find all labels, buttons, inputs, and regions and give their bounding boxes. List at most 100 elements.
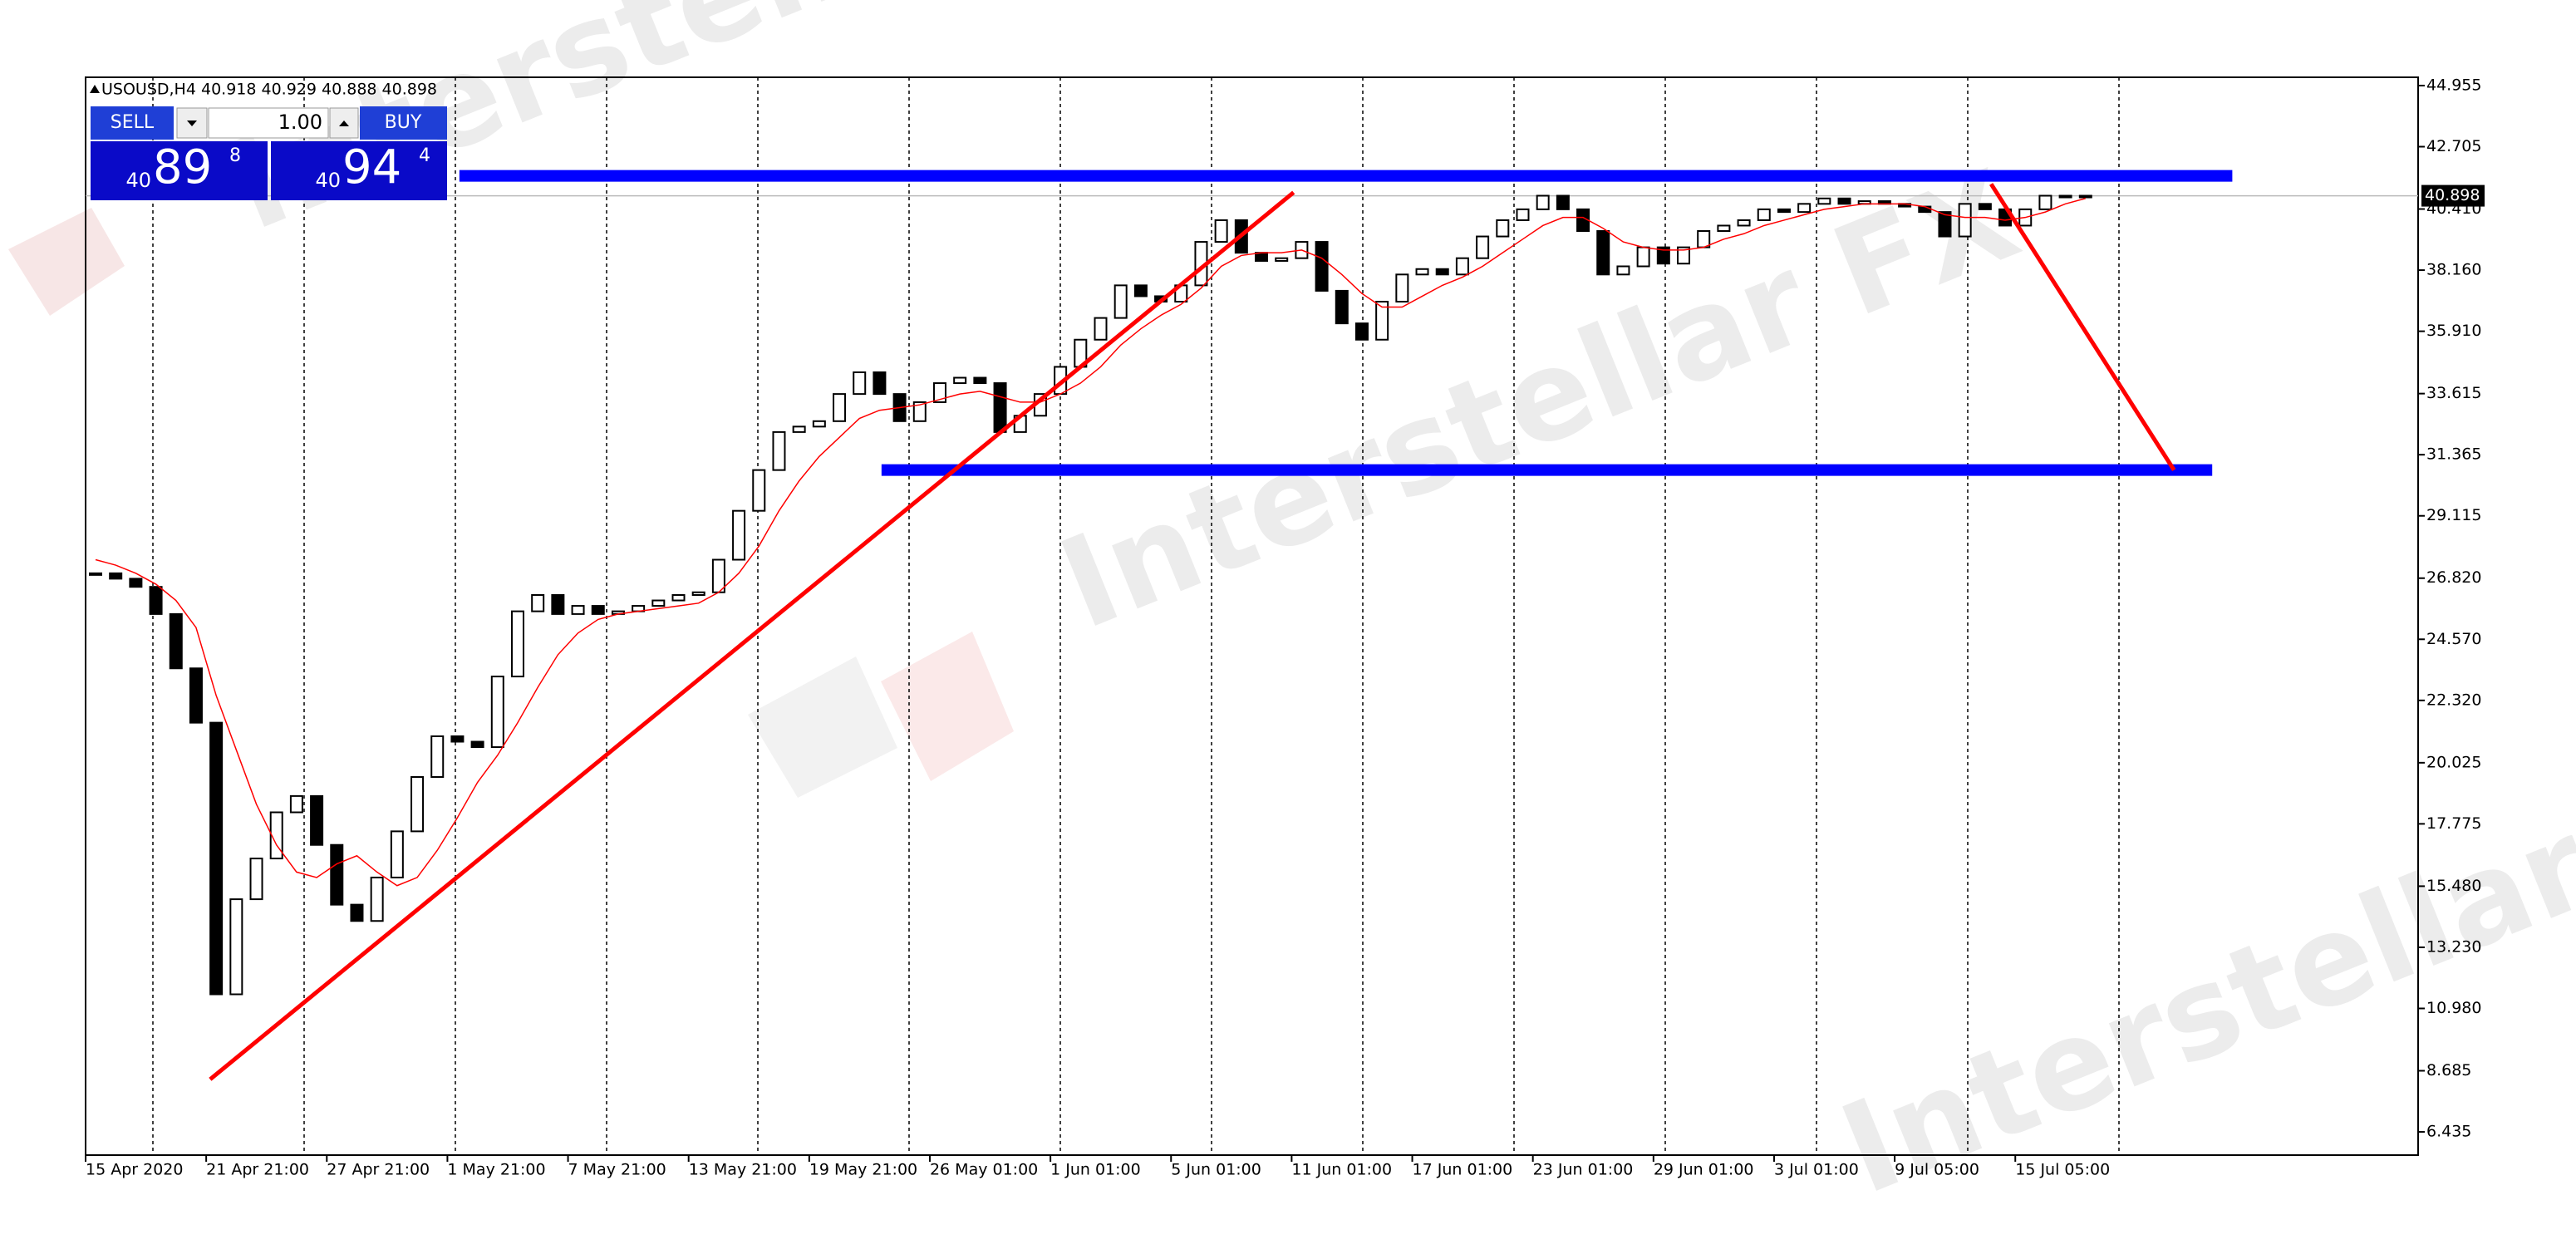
trend-line: [209, 190, 1295, 1081]
candle: [671, 594, 686, 602]
candle: [651, 599, 666, 607]
y-tick-label: 33.615: [2426, 384, 2481, 402]
candle: [1837, 197, 1851, 205]
candle: [1817, 197, 1831, 205]
y-tick-label: 38.160: [2426, 261, 2481, 279]
candle: [450, 735, 465, 743]
candle: [1315, 241, 1329, 292]
moving-average: [95, 198, 2087, 887]
watermark-logo: [748, 657, 897, 798]
candle: [2038, 194, 2052, 210]
x-tick-label: 15 Jul 05:00: [2015, 1161, 2110, 1179]
x-tick-label: 17 Jun 01:00: [1413, 1161, 1513, 1179]
watermark-logo: [881, 632, 1014, 781]
candle: [792, 425, 806, 433]
candle: [711, 558, 725, 593]
x-tick-label: 11 Jun 01:00: [1291, 1161, 1392, 1179]
x-tick-label: 27 Apr 21:00: [327, 1161, 430, 1179]
candle: [1375, 300, 1389, 341]
candle: [1435, 268, 1449, 276]
y-tick-label: 22.320: [2426, 691, 2481, 709]
candle: [1777, 208, 1791, 214]
candle: [1556, 194, 1570, 210]
candle: [1536, 194, 1550, 210]
candle: [752, 469, 766, 512]
trend-line: [1989, 183, 2176, 471]
y-tick-label: 31.365: [2426, 445, 2481, 464]
y-tick-label: 6.435: [2426, 1123, 2471, 1141]
candle: [470, 740, 484, 749]
x-tick-label: 9 Jul 05:00: [1895, 1161, 1979, 1179]
bid-big: 40: [125, 169, 151, 192]
candle: [89, 572, 102, 576]
candle: [1476, 235, 1490, 259]
x-tick-label: 21 Apr 21:00: [206, 1161, 309, 1179]
candle: [1677, 246, 1691, 265]
trade-panel: SELL 1.00 BUY 40 89 8 40 94 4: [91, 106, 447, 200]
ask-main: 94: [342, 140, 401, 194]
lot-field[interactable]: [208, 107, 329, 139]
candle: [571, 605, 585, 615]
candle: [1455, 257, 1469, 276]
x-tick-label: 29 Jun 01:00: [1654, 1161, 1754, 1179]
last-price-label: 40.898: [2425, 186, 2480, 204]
y-tick-label: 13.230: [2426, 937, 2481, 956]
y-tick-label: 10.980: [2426, 999, 2481, 1017]
candle: [1516, 208, 1530, 221]
candle: [1335, 289, 1349, 325]
candle: [209, 721, 224, 996]
title-arrow: [90, 85, 100, 93]
chart-title: USOUSD,H4 40.918 40.929 40.888 40.898: [101, 81, 437, 99]
x-tick-label: 7 May 21:00: [568, 1161, 666, 1179]
candle: [953, 376, 967, 385]
ask-box[interactable]: [271, 141, 447, 200]
candle: [551, 594, 565, 615]
candle: [510, 610, 524, 678]
candle: [1656, 246, 1670, 265]
watermark-logo: [8, 208, 125, 316]
x-tick-label: 3 Jul 01:00: [1774, 1161, 1859, 1179]
x-tick-label: 19 May 21:00: [809, 1161, 917, 1179]
lot-value: 1.00: [278, 111, 322, 134]
candle: [169, 612, 183, 670]
candle: [973, 376, 987, 385]
buy-label: BUY: [385, 112, 422, 133]
candle: [289, 794, 303, 814]
y-tick-label: 24.570: [2426, 630, 2481, 648]
y-tick-label: 20.025: [2426, 753, 2481, 771]
y-tick-label: 42.705: [2426, 137, 2481, 155]
y-tick-label: 35.910: [2426, 322, 2481, 340]
candle: [531, 594, 545, 612]
candle: [430, 735, 445, 779]
candle: [1737, 219, 1751, 227]
candle: [1938, 211, 1952, 238]
candle: [109, 572, 123, 580]
lot-down-arrow: [187, 120, 197, 126]
candle: [1255, 252, 1269, 262]
lot-up-arrow: [339, 120, 349, 126]
candle: [2058, 194, 2072, 199]
candle: [1395, 273, 1409, 302]
x-tick-label: 1 May 21:00: [447, 1161, 545, 1179]
y-tick-label: 8.685: [2426, 1061, 2471, 1079]
candle: [269, 811, 283, 860]
candle: [993, 382, 1007, 433]
lot-up[interactable]: [329, 107, 359, 139]
candle: [1133, 284, 1148, 298]
candle: [129, 578, 143, 588]
candle: [229, 898, 243, 996]
candle: [591, 605, 605, 615]
x-tick-label: 13 May 21:00: [689, 1161, 797, 1179]
bid-box[interactable]: [91, 141, 268, 200]
x-tick-label: 23 Jun 01:00: [1533, 1161, 1634, 1179]
candle: [853, 371, 867, 396]
candle: [1214, 219, 1228, 243]
sell-label: SELL: [111, 112, 155, 133]
candle: [330, 843, 344, 906]
y-tick-label: 15.480: [2426, 877, 2481, 895]
buy-button[interactable]: [360, 106, 447, 140]
candle: [1697, 230, 1711, 248]
sell-button[interactable]: [91, 106, 174, 140]
plot-frame: [85, 76, 2419, 1156]
